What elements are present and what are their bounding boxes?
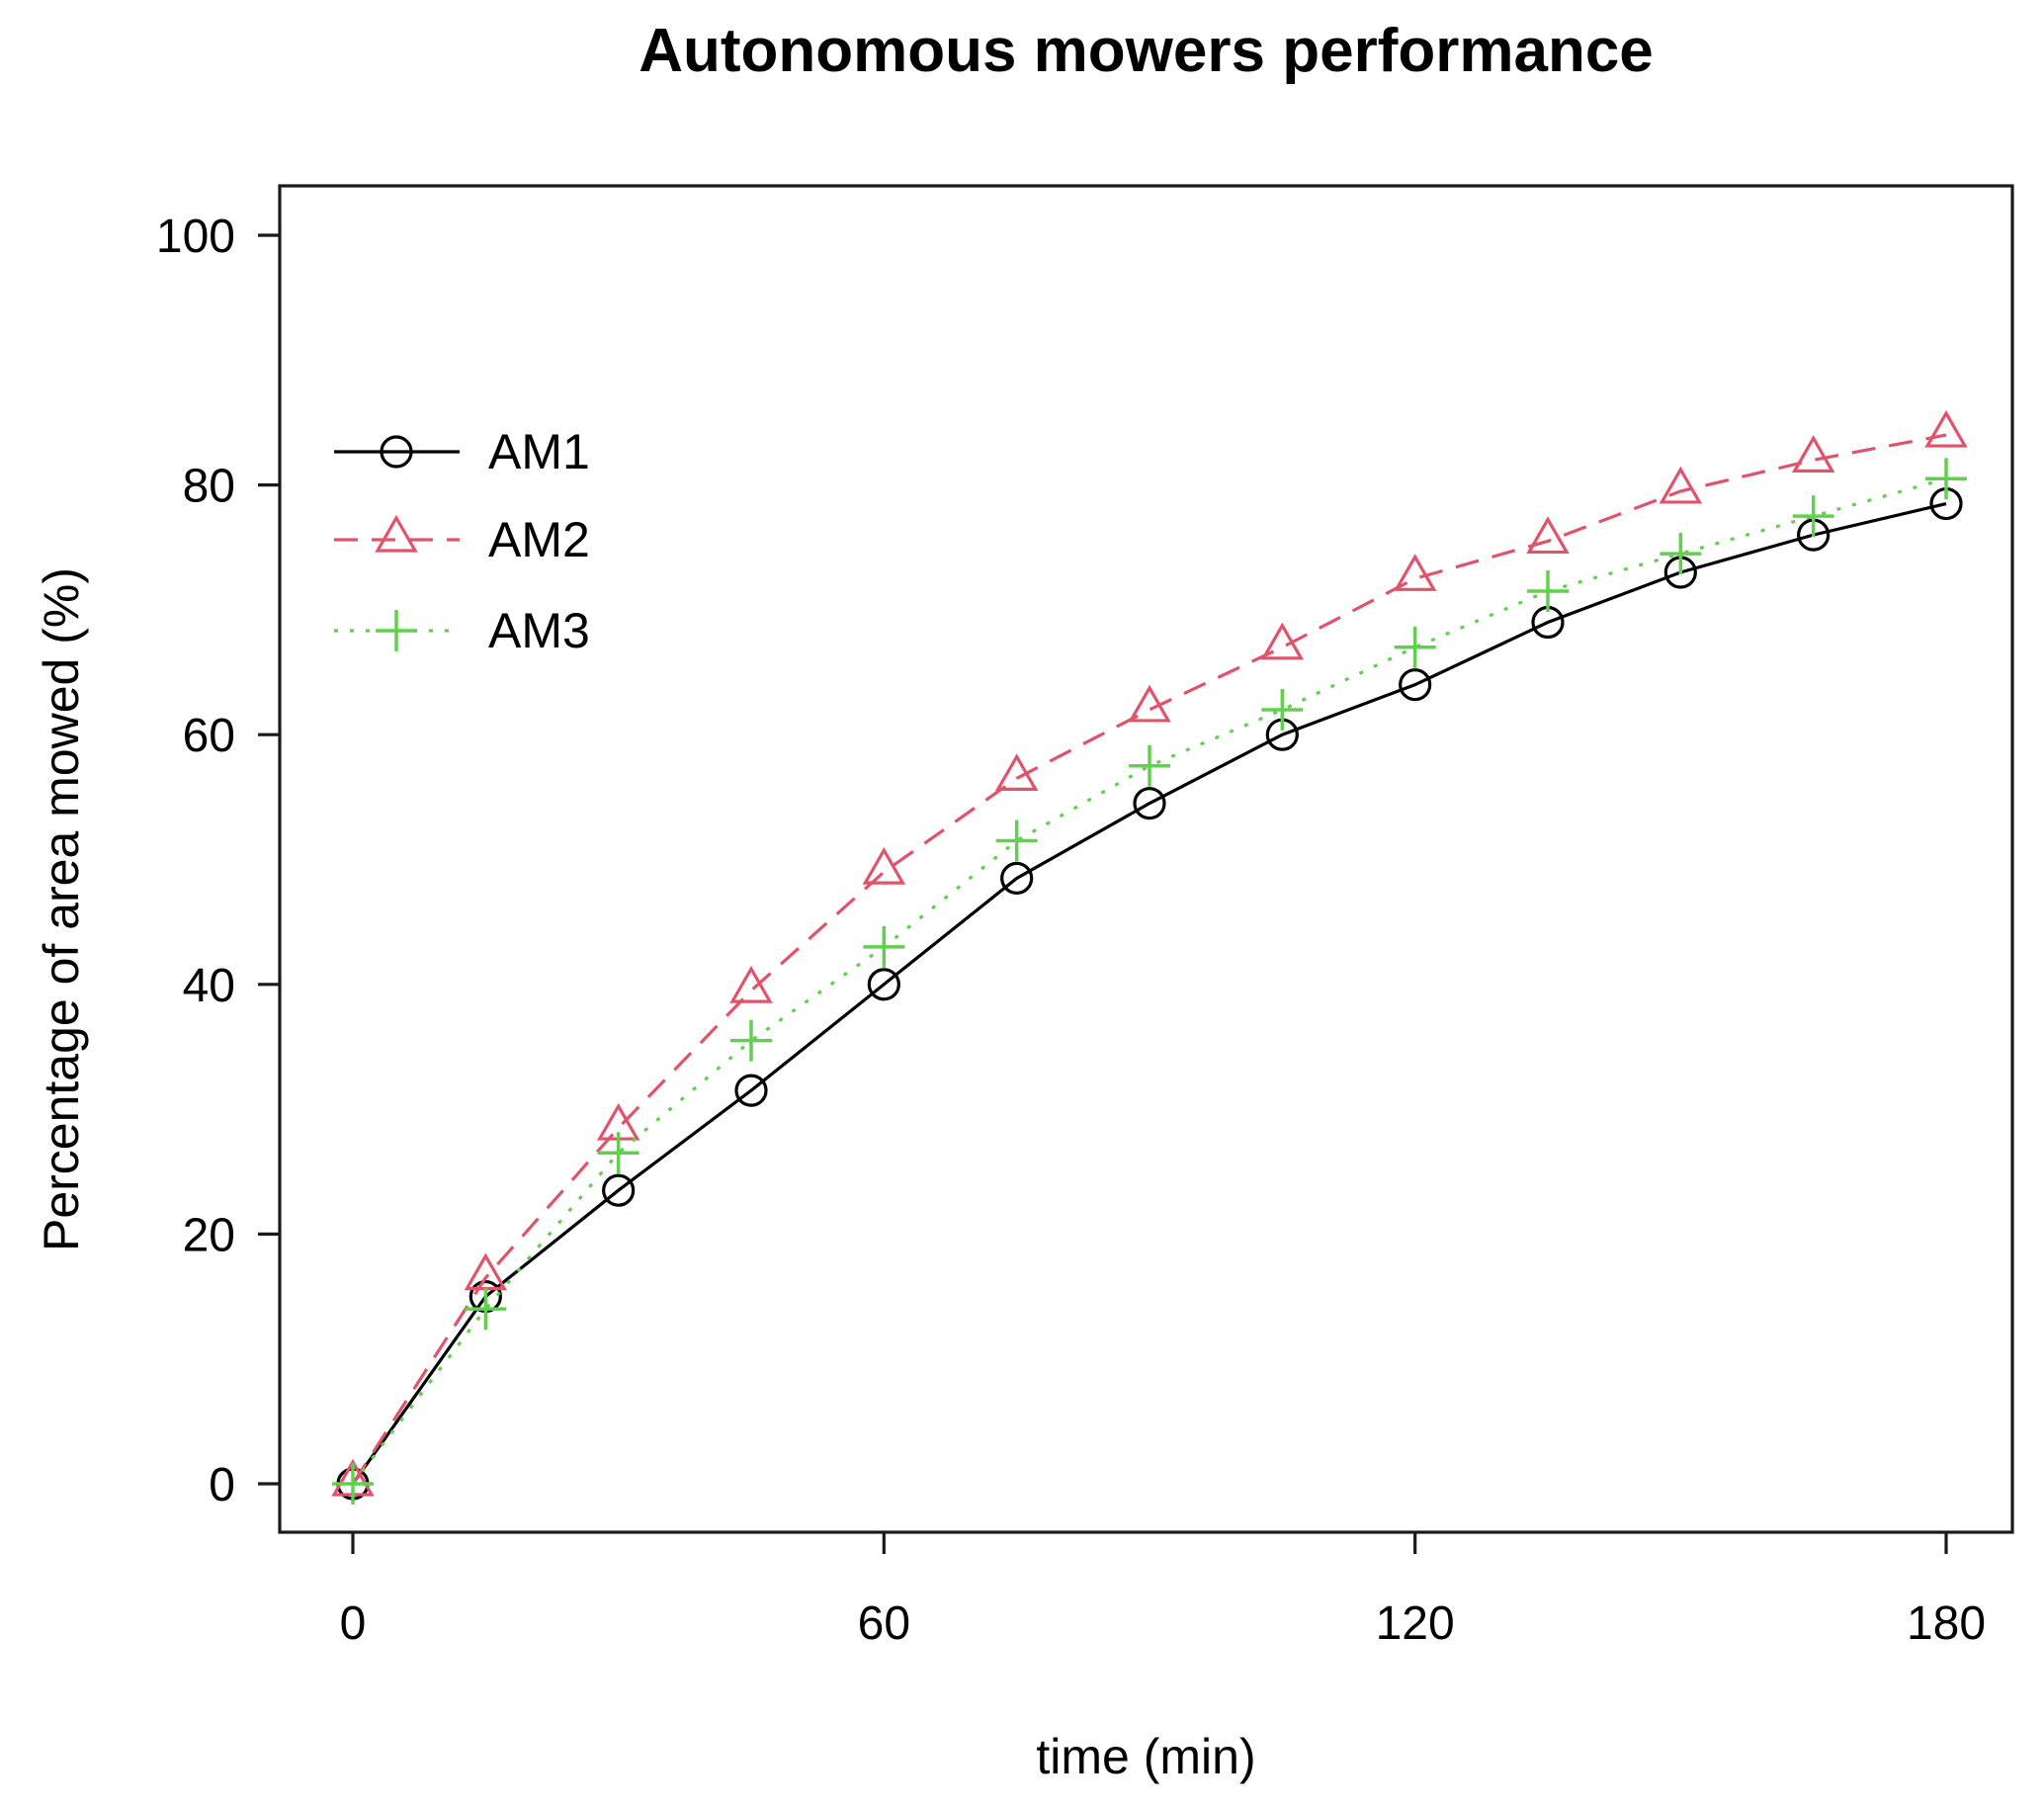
legend-label: AM1 [488,424,590,479]
x-axis-label: time (min) [1036,1729,1256,1784]
triangle-marker [375,514,418,553]
plot-border [278,184,2014,1534]
series-line-AM1 [351,501,1947,1485]
y-axis-tick-label: 20 [183,1209,235,1261]
x-axis-tick-label: 60 [858,1597,910,1650]
x-axis-tick-label: 180 [1907,1597,1986,1650]
y-axis-tick-label: 80 [183,461,235,513]
y-axis-tick-label: 60 [183,710,235,762]
circle-marker [1133,787,1166,820]
circle-marker [602,1173,636,1207]
x-axis-tick-label: 120 [1376,1597,1455,1650]
legend: AM1 AM2 AM3 [334,424,590,658]
triangle-marker [1791,435,1835,473]
legend-item-AM3: AM3 [334,603,590,658]
triangle-marker [1393,554,1437,591]
triangle-marker [1526,516,1570,555]
circle-marker [1000,861,1034,896]
series-line-AM2 [351,433,1947,1485]
circle-marker [380,435,413,469]
x-axis-tick-label: 0 [340,1597,367,1650]
triangle-marker [1128,684,1171,723]
circle-marker [1399,668,1432,702]
series-line-AM3 [351,476,1947,1485]
legend-label: AM2 [488,512,590,567]
y-axis-label: Percentage of area mowed (%) [34,566,89,1252]
legend-item-AM1: AM1 [334,424,590,479]
y-axis-tick-label: 40 [183,960,235,1012]
triangle-marker [1924,409,1968,448]
triangle-marker [994,753,1039,792]
chart-title: Autonomous mowers performance [639,17,1654,85]
y-axis-tick-label: 0 [209,1459,235,1511]
circle-marker [734,1074,768,1107]
y-axis-tick-label: 100 [156,211,235,263]
legend-item-AM2: AM2 [334,512,590,567]
triangle-marker [862,846,906,885]
triangle-marker [729,965,773,1003]
triangle-marker [1260,622,1305,660]
triangle-marker [1659,466,1703,504]
series-AM2 [331,409,1968,1497]
series-AM3 [332,458,1967,1505]
circle-marker [867,968,900,1001]
legend-label: AM3 [488,603,590,658]
